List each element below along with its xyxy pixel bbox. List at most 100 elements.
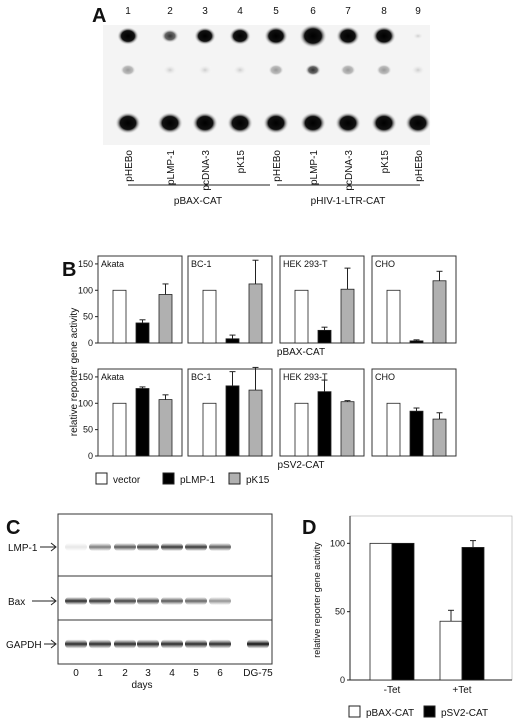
band-gapdh [114, 639, 136, 649]
band-gapdh [137, 639, 159, 649]
blot-row-label-lmp1: LMP-1 [8, 543, 38, 554]
lane-number: 2 [167, 6, 173, 17]
blot-row-label-gapdh: GAPDH [6, 640, 42, 651]
legend-psv2-cat: pSV2-CAT [441, 708, 488, 719]
y-tick-label: 50 [83, 425, 93, 435]
tlc-spot-mono [305, 64, 321, 76]
bar-vector [294, 289, 309, 344]
tlc-spot-mono [268, 64, 284, 76]
panel-b-legend: vector pLMP-1 pK15 [95, 472, 270, 486]
y-tick-label: 100 [78, 285, 93, 295]
subplot-title: CHO [375, 372, 395, 382]
tlc-spot-acetylated [412, 32, 424, 40]
bar-pk15 [248, 283, 263, 344]
band-lmp1 [185, 543, 207, 551]
bar-pbax-cat [439, 620, 463, 681]
legend-swatch-psv2 [423, 705, 436, 718]
lane-number: 4 [237, 6, 243, 17]
tlc-spot-acetylated [299, 24, 327, 48]
tlc-spots [115, 24, 431, 134]
tlc-spot-acetylated [161, 29, 179, 43]
tlc-spot-origin [192, 112, 218, 134]
bar-plmp-1 [135, 322, 150, 344]
blot-xlabel: days [131, 680, 152, 691]
legend-plmp1: pLMP-1 [180, 475, 215, 486]
legend-swatch-pbax [348, 705, 361, 718]
bar-pk15 [340, 288, 355, 344]
blot-lane-label: 3 [145, 668, 151, 679]
blot-lane-labels: 0 1 2 3 4 5 6 DG-75 [73, 668, 273, 679]
panel-a-lane-labels: pHEBo pLMP-1 pcDNA-3 pK15 pHEBo pLMP-1 pcDNA-3… [124, 150, 425, 191]
tlc-spot-mono [376, 64, 392, 76]
lane-number: 3 [202, 6, 208, 17]
lane-number: 8 [381, 6, 387, 17]
panel-d-label: D [302, 517, 316, 539]
lane-label: pLMP-1 [166, 150, 177, 185]
tlc-spot-mono [162, 64, 178, 76]
lane-label: pK15 [236, 150, 247, 174]
row-label-psv2: pSV2-CAT [277, 460, 324, 471]
panel-d-ylabel: relative reporter gene activity [312, 542, 322, 658]
blot-lane-label: 2 [122, 668, 128, 679]
y-tick-label: 50 [83, 312, 93, 322]
legend-swatch-vector [95, 472, 108, 485]
band-lmp1 [137, 543, 159, 551]
bar-pk15 [432, 280, 447, 344]
band-bax [89, 597, 111, 605]
band-gapdh [247, 639, 269, 649]
bar-plmp-1 [225, 338, 240, 344]
tlc-spot-origin [300, 112, 326, 134]
panel-b-charts: Akata 0 50 100 150 BC-1 HEK 293-T CHO Akata 0 50 10… [78, 255, 457, 461]
tlc-spot-origin [405, 112, 431, 134]
panel-a-lane-numbers: 1 2 3 4 5 6 7 8 9 [125, 6, 421, 17]
lane-label: pcDNA-3 [201, 150, 212, 191]
subplot-title: HEK 293-T [283, 372, 328, 382]
bar-plmp-1 [317, 329, 332, 344]
bar-psv2-cat [461, 547, 485, 681]
lane-number: 9 [415, 6, 421, 17]
bar-plmp-1 [135, 388, 150, 457]
tlc-spot-acetylated [229, 27, 251, 45]
lane-number: 5 [273, 6, 279, 17]
lane-number: 1 [125, 6, 131, 17]
panel-d-chart: 0 50 100 -Tet +Tet [330, 515, 513, 696]
panel-c-label: C [6, 517, 20, 539]
band-bax [65, 597, 87, 605]
blot-lane-label: 1 [97, 668, 103, 679]
tlc-spot-acetylated [264, 26, 288, 46]
tlc-plate [103, 24, 431, 145]
arrow-icon [44, 639, 57, 649]
tlc-spot-origin [371, 112, 397, 134]
y-tick-label: 0 [340, 675, 345, 685]
panel-d-legend: pBAX-CAT pSV2-CAT [348, 705, 488, 719]
band-gapdh [89, 639, 111, 649]
bar-pbax-cat [369, 542, 393, 681]
arrow-icon [32, 596, 57, 606]
blot-lane-label: 0 [73, 668, 79, 679]
band-gapdh [185, 639, 207, 649]
tlc-spot-origin [157, 112, 183, 134]
subplot-title: BC-1 [191, 259, 212, 269]
tlc-spot-mono [410, 64, 426, 76]
tlc-spot-mono [197, 64, 213, 76]
bar-pk15 [158, 399, 173, 457]
bar-vector [294, 402, 309, 457]
band-bax [209, 597, 231, 605]
legend-swatch-pk15 [228, 472, 241, 485]
band-gapdh [209, 639, 231, 649]
band-lmp1 [65, 543, 87, 551]
y-tick-label: 0 [88, 451, 93, 461]
band-bax [114, 597, 136, 605]
y-tick-label: 150 [78, 372, 93, 382]
bar-vector [112, 402, 127, 457]
lane-label: pcDNA-3 [344, 150, 355, 191]
blot-bands [65, 543, 269, 649]
row-label-pbax: pBAX-CAT [277, 347, 325, 358]
bar-psv2-cat [391, 542, 415, 681]
lane-number: 7 [345, 6, 351, 17]
blot-lane-label: DG-75 [243, 668, 273, 679]
band-lmp1 [209, 543, 231, 551]
tlc-spot-origin [115, 112, 141, 134]
band-lmp1 [161, 543, 183, 551]
